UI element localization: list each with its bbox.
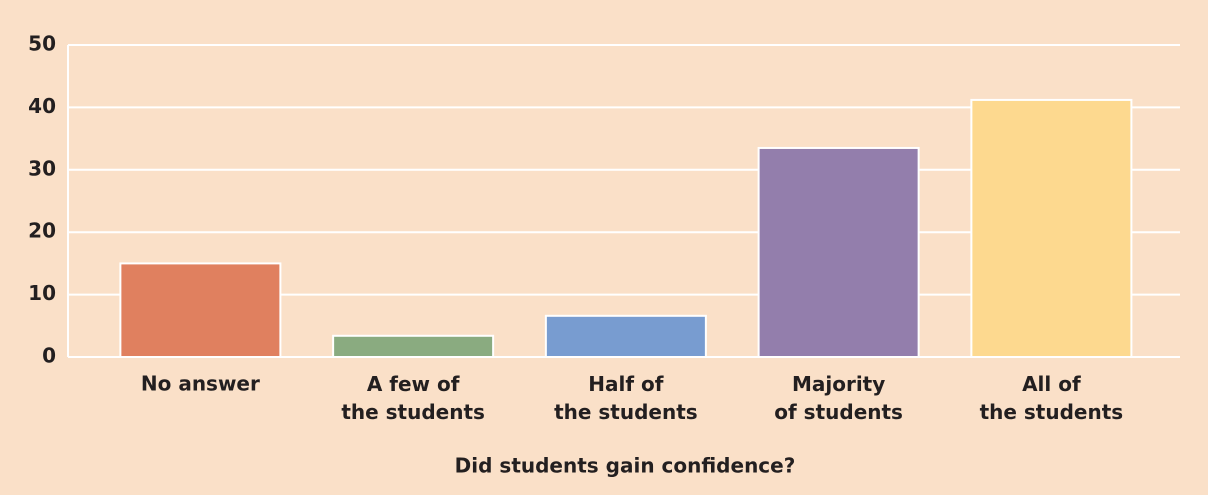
y-tick-label: 10 xyxy=(28,281,56,305)
y-tick-label: 40 xyxy=(28,94,56,118)
bar xyxy=(544,314,707,359)
y-tick-label: 50 xyxy=(28,32,56,56)
y-tick-label: 20 xyxy=(28,219,56,243)
x-tick-label: All of the students xyxy=(980,372,1124,424)
bar xyxy=(970,98,1133,359)
bar xyxy=(757,146,920,358)
y-tick-label: 30 xyxy=(28,156,56,180)
bar xyxy=(332,334,495,358)
y-tick-label: 0 xyxy=(42,344,56,368)
x-tick-label: Half of the students xyxy=(554,372,698,424)
x-tick-label: Majority of students xyxy=(774,372,903,424)
bar xyxy=(119,262,282,358)
x-axis-label: Did students gain confidence? xyxy=(455,454,796,478)
x-tick-label: A few of the students xyxy=(341,372,485,424)
x-tick-label: No answer xyxy=(141,372,260,396)
